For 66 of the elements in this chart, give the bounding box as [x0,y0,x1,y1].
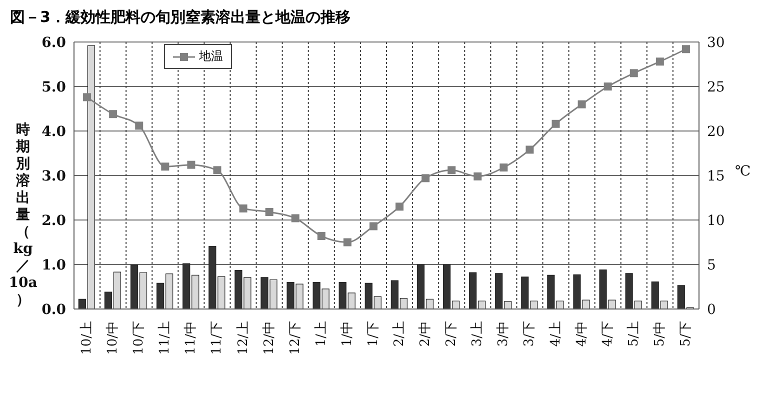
x-tick-label: 1/中 [340,321,355,347]
point [656,58,664,66]
x-tick-label: 4/下 [600,321,616,347]
x-tick-label: 2/上 [392,321,408,347]
point [578,100,586,108]
y-tick-label: 6.0 [42,34,66,51]
point [187,160,196,169]
y2-tick-label: 0 [707,302,716,318]
y2-tick-label: 30 [707,34,725,51]
point [422,174,430,182]
x-tick-label: 2/中 [418,321,434,347]
x-tick-label: 5/中 [652,321,668,347]
point [343,238,352,246]
y-tick-label: 5.0 [42,79,66,96]
x-tick-label: 12/下 [288,321,303,355]
x-tick-label: 3/上 [470,321,486,347]
x-tick-label: 3/中 [496,321,512,347]
x-tick-label: 10/上 [80,321,95,355]
point [526,146,534,154]
chart-title: 図－3．緩効性肥料の旬別窒素溶出量と地温の推移 [9,8,352,28]
point [109,110,118,118]
y2-tick-label: 20 [707,124,725,140]
legend-label: 地温 [199,48,223,65]
x-tick-label: 11/中 [184,321,199,355]
text: 時期別溶出量（kg／10a） [8,122,38,308]
y2-tick-label: 10 [707,212,725,229]
point [630,69,638,78]
x-tick-label: 5/下 [678,321,694,347]
y-tick-label: 4.0 [42,124,66,140]
x-tick-label: 10/中 [106,321,121,355]
y-tick-label: 3.0 [42,168,66,184]
point [448,166,456,174]
y-tick-label: 2.0 [42,212,66,229]
point [239,204,248,212]
point [369,222,378,230]
x-tick-label: 4/上 [548,321,564,347]
y-tick-label: 1.0 [42,257,66,274]
x-tick-label: 10/下 [132,321,147,355]
y2-tick-label: 5 [707,257,716,274]
x-tick-label: 11/上 [158,321,173,355]
x-tick-label: 3/下 [522,321,538,347]
x-tick-label: 1/下 [366,321,381,347]
point [135,122,144,130]
point [265,208,274,216]
point [474,172,482,180]
point [291,214,300,222]
y2-tick-label: 15 [707,168,725,184]
y-tick-label: 0.0 [42,302,66,318]
x-tick-label: 1/上 [314,321,329,347]
point [213,166,222,174]
x-tick-label: 11/下 [210,321,225,355]
x-tick-label: 2/下 [444,321,460,347]
point [682,45,690,54]
x-tick-label: 5/上 [626,321,642,347]
point [317,232,326,240]
point [83,93,92,102]
point [500,163,508,172]
point [552,120,560,128]
point [161,162,170,171]
y2-axis-title: ℃ [735,163,751,180]
y2-tick-label: 25 [707,79,725,96]
point [604,82,612,90]
x-tick-label: 4/中 [574,321,590,347]
x-tick-label: 12/上 [236,321,251,355]
point [396,202,404,211]
x-tick-label: 12/中 [262,321,277,355]
